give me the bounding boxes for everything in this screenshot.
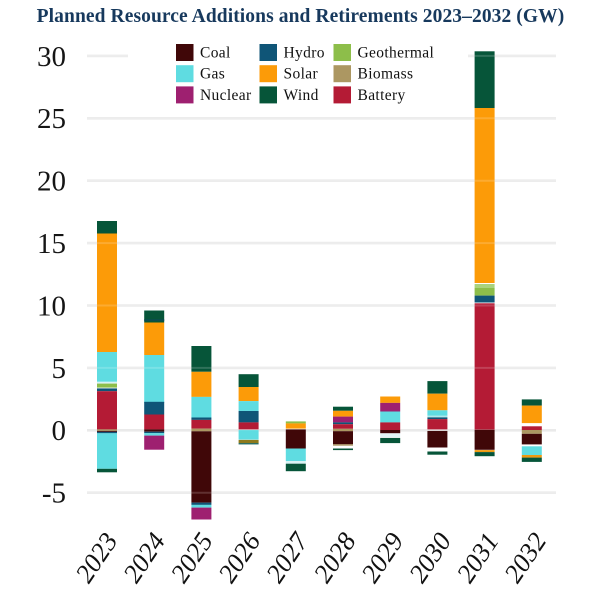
svg-text:Battery: Battery: [358, 87, 406, 104]
svg-text:5: 5: [52, 353, 67, 385]
svg-text:15: 15: [37, 228, 66, 260]
svg-text:Nuclear: Nuclear: [200, 87, 252, 104]
svg-text:10: 10: [37, 290, 66, 322]
svg-text:-5: -5: [42, 478, 66, 510]
svg-text:Wind: Wind: [284, 87, 319, 104]
svg-text:Hydro: Hydro: [284, 45, 325, 62]
svg-text:Gas: Gas: [200, 66, 225, 83]
svg-text:Planned Resource Additions and: Planned Resource Additions and Retiremen…: [37, 6, 565, 27]
svg-text:Solar: Solar: [284, 66, 319, 83]
svg-text:Coal: Coal: [200, 45, 231, 62]
svg-text:Geothermal: Geothermal: [358, 45, 435, 62]
svg-text:Biomass: Biomass: [358, 66, 414, 83]
svg-text:20: 20: [37, 166, 66, 198]
svg-text:0: 0: [52, 415, 67, 447]
svg-text:30: 30: [37, 41, 66, 73]
svg-text:25: 25: [37, 103, 66, 135]
